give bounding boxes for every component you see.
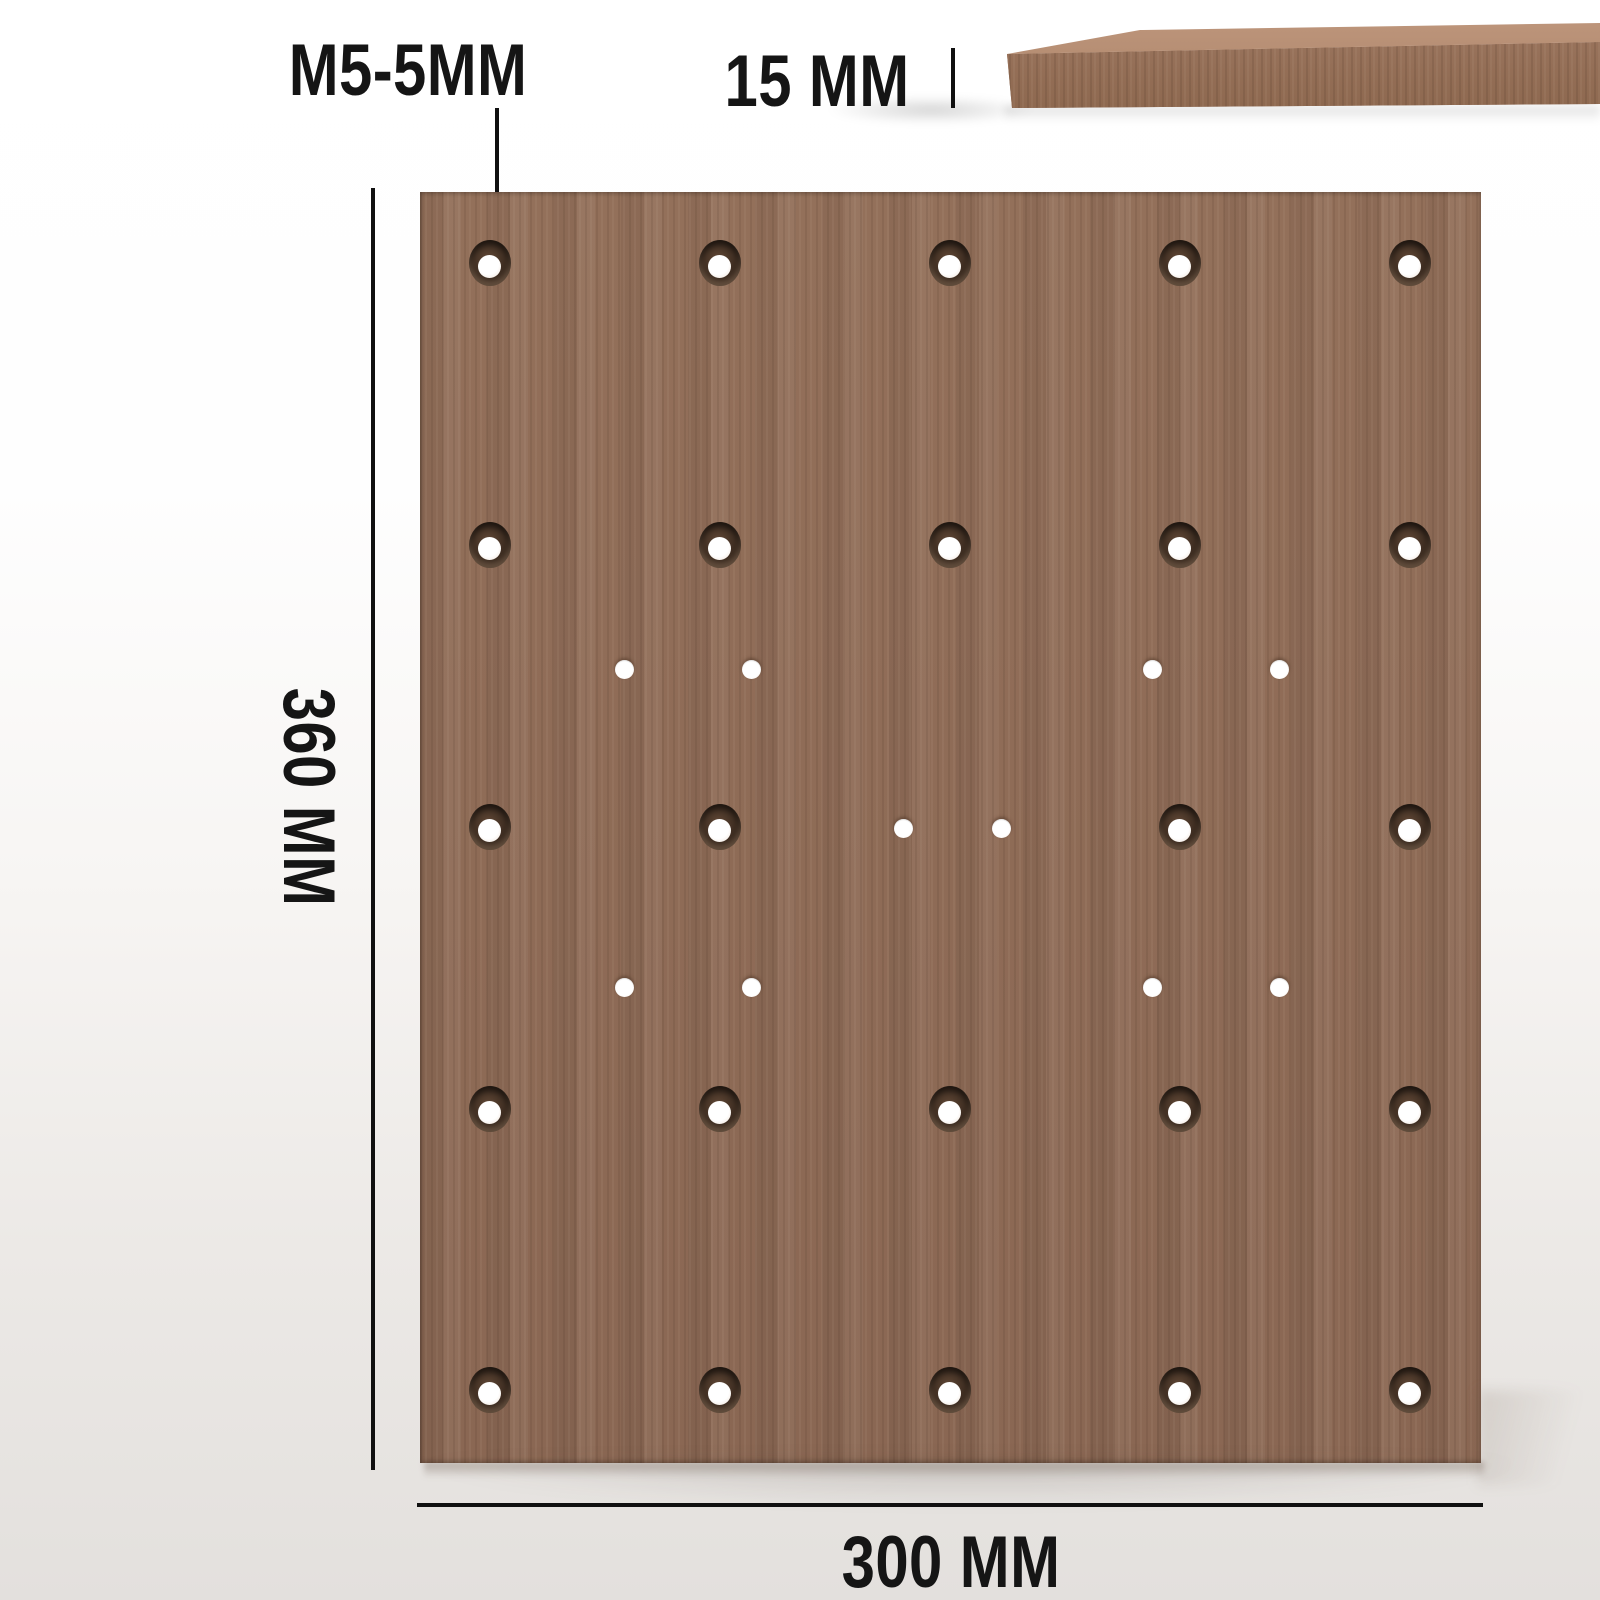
hole-bore — [708, 537, 731, 560]
hole-bore — [938, 1101, 961, 1124]
hole-bore — [478, 1101, 501, 1124]
countersunk-hole — [1389, 522, 1431, 568]
hole-bore — [478, 1382, 501, 1405]
small-hole — [1142, 977, 1162, 997]
countersunk-hole — [1159, 1367, 1201, 1413]
countersunk-hole — [699, 522, 741, 568]
small-hole — [1142, 659, 1162, 679]
hole-bore — [478, 255, 501, 278]
countersunk-hole — [929, 240, 971, 286]
countersunk-hole — [469, 1086, 511, 1132]
countersunk-hole — [469, 804, 511, 850]
hole-bore — [938, 537, 961, 560]
countersunk-hole — [469, 1367, 511, 1413]
height-label: 360 MM — [268, 687, 349, 907]
hole-bore — [708, 1382, 731, 1405]
hole-bore — [708, 255, 731, 278]
countersunk-hole — [699, 804, 741, 850]
hole-bore — [708, 1101, 731, 1124]
hole-bore — [478, 537, 501, 560]
board-bottom-shadow — [424, 1462, 1484, 1478]
hole-bore — [1398, 819, 1421, 842]
countersunk-hole — [1389, 804, 1431, 850]
hole-bore — [1168, 1101, 1191, 1124]
small-hole — [991, 818, 1011, 838]
height-dimension-line — [371, 188, 375, 1470]
hole-bore — [1398, 537, 1421, 560]
board-edge-view — [1000, 20, 1600, 112]
board-corner-shadow — [1478, 1390, 1600, 1485]
hole-callout-label: M5-5MM — [288, 30, 528, 111]
hole-bore — [1398, 1382, 1421, 1405]
countersunk-hole — [1389, 1086, 1431, 1132]
small-hole — [741, 977, 761, 997]
hole-callout-leader-line — [495, 108, 499, 260]
thickness-label: 15 MM — [724, 41, 910, 122]
small-hole — [893, 818, 913, 838]
countersunk-hole — [1159, 804, 1201, 850]
hole-bore — [478, 819, 501, 842]
small-hole — [1269, 659, 1289, 679]
width-label: 300 MM — [841, 1522, 1061, 1600]
hole-bore — [1398, 1101, 1421, 1124]
small-hole — [614, 659, 634, 679]
thickness-tick-line — [951, 48, 955, 108]
countersunk-hole — [929, 1367, 971, 1413]
countersunk-hole — [1159, 1086, 1201, 1132]
countersunk-hole — [469, 240, 511, 286]
small-hole — [1269, 977, 1289, 997]
hole-bore — [938, 1382, 961, 1405]
board — [420, 192, 1481, 1463]
hole-bore — [708, 819, 731, 842]
small-hole — [614, 977, 634, 997]
hole-bore — [1168, 255, 1191, 278]
countersunk-hole — [699, 1086, 741, 1132]
board-edge-front-face — [1007, 42, 1600, 108]
countersunk-hole — [699, 1367, 741, 1413]
hole-bore — [1168, 1382, 1191, 1405]
countersunk-hole — [469, 522, 511, 568]
hole-bore — [938, 255, 961, 278]
small-hole — [741, 659, 761, 679]
countersunk-hole — [699, 240, 741, 286]
board-ground-shadow — [405, 1460, 1535, 1506]
countersunk-hole — [1159, 522, 1201, 568]
width-dimension-line — [417, 1503, 1483, 1507]
hole-bore — [1168, 537, 1191, 560]
countersunk-hole — [1159, 240, 1201, 286]
hole-bore — [1398, 255, 1421, 278]
hole-bore — [1168, 819, 1191, 842]
countersunk-hole — [929, 1086, 971, 1132]
countersunk-hole — [1389, 1367, 1431, 1413]
countersunk-hole — [929, 522, 971, 568]
countersunk-hole — [1389, 240, 1431, 286]
